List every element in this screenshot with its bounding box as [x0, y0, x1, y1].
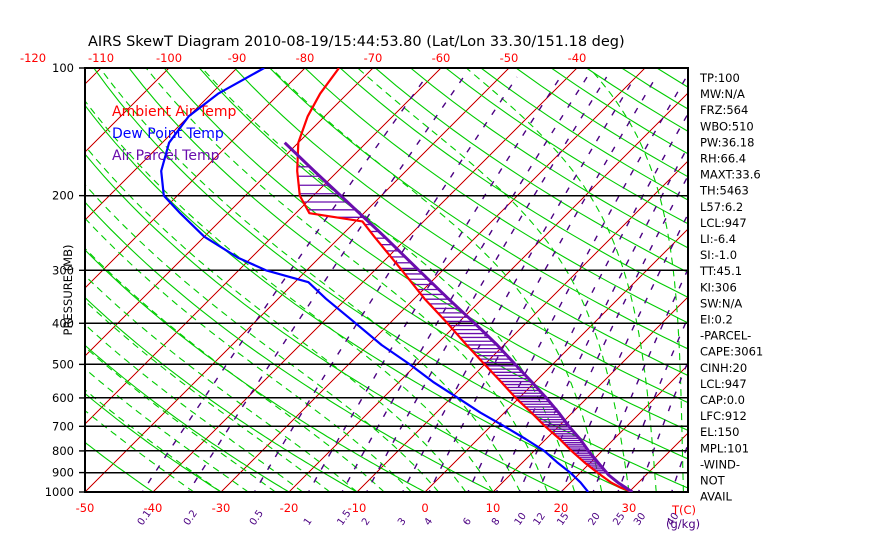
sounding-curves	[160, 68, 634, 492]
temperature-axis-label: T(C)	[671, 503, 696, 517]
mixing-ratio-tick: 20	[587, 511, 603, 528]
stat-15: EI:0.2	[700, 313, 733, 327]
stat-6: MAXT:33.6	[700, 168, 761, 182]
stat-4: PW:36.18	[700, 135, 754, 149]
stat-23: MPL:101	[700, 441, 749, 455]
mixing-ratio-tick: 8	[490, 516, 503, 528]
stat-2: FRZ:564	[700, 103, 748, 117]
stat-20: CAP:0.0	[700, 393, 745, 407]
bottom-temp-tick: 20	[554, 501, 569, 515]
stat-8: L57:6.2	[700, 200, 743, 214]
bottom-temp-tick: 10	[486, 501, 501, 515]
stat-18: CINH:20	[700, 361, 747, 375]
stat-5: RH:66.4	[700, 152, 746, 166]
top-temp-tick: -70	[364, 51, 383, 65]
pressure-tick: 600	[52, 391, 74, 405]
bottom-temp-tick: -40	[144, 501, 163, 515]
top-temp-tick: -40	[568, 51, 587, 65]
stat-12: TT:45.1	[699, 264, 742, 278]
curve-dew-point-temp	[160, 68, 590, 492]
stats-panel: TP:100 MW:N/A FRZ:564 WBO:510 PW:36.18 RH:66.…	[699, 71, 763, 504]
pressure-tick: 100	[52, 61, 74, 75]
curve-ambient-air-temp	[296, 68, 633, 492]
mixing-ratio-tick: 2	[360, 516, 373, 528]
stat-19: LCL:947	[700, 377, 747, 391]
page-title: AIRS SkewT Diagram 2010-08-19/15:44:53.8…	[88, 34, 625, 50]
bottom-temp-tick: -20	[280, 501, 299, 515]
stat-25: NOT	[700, 474, 726, 488]
pressure-tick: 200	[52, 189, 74, 203]
top-temp-tick: -100	[156, 51, 182, 65]
mixing-ratio-tick: 1	[302, 516, 315, 528]
stat-1: MW:N/A	[700, 87, 745, 101]
top-temp-tick: -120	[20, 51, 46, 65]
curve-air-parcel-temp	[283, 141, 634, 492]
mixing-ratio-tick: 6	[461, 516, 474, 528]
stat-3: WBO:510	[700, 119, 754, 133]
mixing-ratio-axis-label: (g/kg)	[666, 517, 700, 531]
pressure-tick: 300	[52, 263, 74, 277]
bottom-temp-tick: 30	[622, 501, 637, 515]
stat-16: -PARCEL-	[700, 329, 751, 343]
stat-10: LI:-6.4	[700, 232, 736, 246]
mixing-ratio-tick: 12	[532, 511, 548, 528]
stat-24: -WIND-	[700, 457, 740, 471]
top-temp-tick: -60	[432, 51, 451, 65]
stat-14: SW:N/A	[700, 296, 742, 310]
legend-item-1: Dew Point Temp	[112, 126, 224, 142]
stat-0: TP:100	[699, 71, 740, 85]
pressure-tick: 800	[52, 444, 74, 458]
mixing-ratio-tick: 0.2	[182, 508, 200, 527]
bottom-temp-tick: 0	[421, 501, 428, 515]
top-temperature-axis: -120 -110 -100 -90 -80 -70 -60 -50 -40	[20, 51, 586, 65]
pressure-axis: 100 200 300 400 500 600 700 800 900 1000	[45, 61, 74, 499]
stat-7: TH:5463	[699, 184, 749, 198]
top-temp-tick: -110	[88, 51, 114, 65]
bottom-temp-tick: -50	[76, 501, 95, 515]
top-temp-tick: -50	[500, 51, 519, 65]
top-temp-tick: -90	[228, 51, 247, 65]
stat-26: AVAIL	[700, 490, 733, 504]
pressure-tick: 900	[52, 466, 74, 480]
bottom-temp-tick: -10	[348, 501, 367, 515]
pressure-tick: 700	[52, 419, 74, 433]
pressure-tick: 500	[52, 357, 74, 371]
pressure-tick: 1000	[45, 485, 74, 499]
stat-11: SI:-1.0	[700, 248, 737, 262]
bottom-temp-tick: -30	[212, 501, 231, 515]
mixing-ratio-tick: 10	[513, 511, 529, 528]
stat-22: EL:150	[700, 425, 740, 439]
mixing-ratio-tick: 3	[396, 516, 409, 528]
stat-21: LFC:912	[700, 409, 747, 423]
top-temp-tick: -80	[296, 51, 315, 65]
bottom-temperature-axis: -50 -40 -30 -20 -10 0 10 20 30	[76, 501, 637, 515]
pressure-axis-label: PRESSURE (MB)	[61, 245, 75, 336]
stat-9: LCL:947	[700, 216, 747, 230]
mixing-ratio-tick: 0.5	[248, 508, 266, 527]
stat-17: CAPE:3061	[700, 345, 763, 359]
legend-item-0: Ambient Air Temp	[112, 104, 237, 120]
pressure-tick: 400	[52, 316, 74, 330]
stat-13: KI:306	[700, 280, 737, 294]
mixing-ratio-tick: 4	[423, 516, 436, 528]
